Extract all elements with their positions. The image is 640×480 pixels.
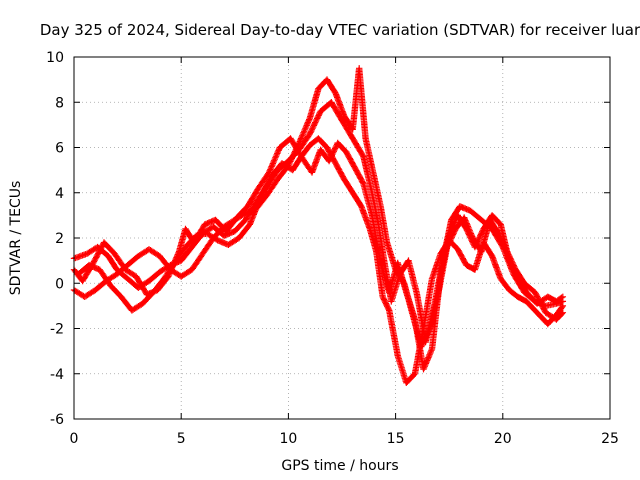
y-tick-label: -4 [50,367,64,383]
y-tick-label: 4 [55,186,64,202]
x-tick-label: 20 [494,431,512,447]
x-tick-label: 5 [177,431,186,447]
x-tick-label: 25 [601,431,619,447]
y-tick-label: 6 [55,141,64,157]
data-series-2 [70,65,567,350]
y-axis-label: SDTVAR / TECUs [8,181,24,296]
x-axis-label: GPS time / hours [281,458,398,474]
chart-title: Day 325 of 2024, Sidereal Day-to-day VTE… [40,21,640,39]
series-2-markers [70,65,567,350]
y-tick-label: 8 [55,95,64,111]
data-series-3 [75,135,567,386]
y-tick-label: -6 [50,412,64,428]
axis-ticks: 0 5 10 15 20 25 -6 -4 -2 0 2 4 6 8 10 [46,50,619,447]
series-3-markers [75,135,567,386]
x-tick-label: 15 [387,431,405,447]
data-markers [70,65,567,386]
y-tick-label: 2 [55,231,64,247]
x-tick-label: 0 [70,431,79,447]
y-tick-label: -2 [50,322,64,338]
x-tick-label: 10 [279,431,297,447]
y-tick-label: 0 [55,276,64,292]
y-tick-label: 10 [46,50,64,66]
